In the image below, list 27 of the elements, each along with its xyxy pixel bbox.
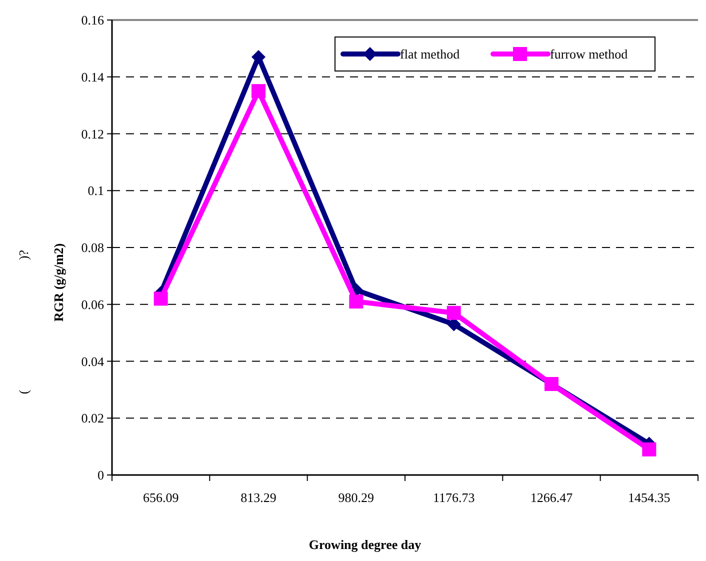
y-tick-label: 0.04 — [81, 354, 104, 369]
x-tick-label: 980.29 — [338, 490, 374, 505]
text: )? — [16, 250, 31, 260]
point — [446, 306, 461, 320]
point — [154, 292, 168, 306]
y-tick-label: 0.08 — [81, 240, 104, 256]
x-tick-label: 813.29 — [240, 490, 276, 505]
x-tick-label: 656.09 — [142, 490, 179, 505]
x-tick-label: 1266.47 — [530, 490, 574, 505]
legend-label: furrow method — [550, 46, 628, 62]
y-tick-label: 0.16 — [81, 12, 104, 28]
y-tick-label: 0.02 — [81, 410, 104, 426]
y-tick-label: 0.06 — [81, 296, 104, 312]
point — [642, 442, 656, 456]
y-tick-label: 0 — [98, 468, 104, 483]
y-tick-label: 0.14 — [81, 69, 104, 84]
point — [252, 50, 266, 64]
x-axis-title: Growing degree day — [308, 537, 422, 552]
y-tick-label: 0.12 — [81, 126, 104, 142]
legend-label: flat method — [400, 46, 460, 62]
y-axis-title: RGR (g/g/m2) — [51, 243, 66, 322]
point — [252, 84, 266, 98]
y-tick-label: 0.1 — [88, 183, 104, 198]
x-tick-label: 1454.35 — [628, 490, 670, 505]
point — [349, 294, 364, 309]
text: ( — [16, 390, 31, 394]
x-tick-label: 1176.73 — [432, 490, 475, 505]
